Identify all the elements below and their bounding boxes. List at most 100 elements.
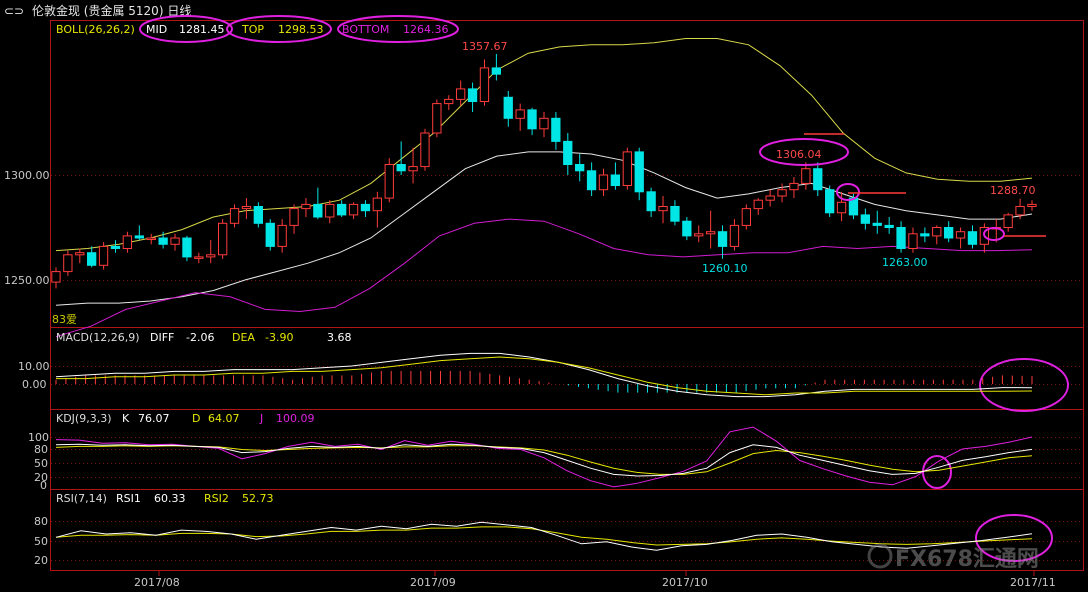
- boll-mid-label: MID: [146, 23, 167, 36]
- candle-body: [944, 227, 954, 239]
- annotation-low-1260: 1260.10: [702, 262, 748, 275]
- candle-body: [753, 199, 763, 210]
- candle-body: [360, 203, 371, 212]
- candle-body: [325, 203, 335, 218]
- candle-body: [229, 208, 240, 224]
- candle-body: [789, 182, 799, 191]
- macd-diff-label: DIFF: [150, 331, 174, 344]
- candle-body: [717, 231, 728, 247]
- candle-body: [610, 174, 621, 186]
- grid-lines: [51, 175, 1083, 561]
- boll-label: BOLL(26,26,2): [56, 23, 135, 36]
- price-tick-1250: 1250.00: [4, 274, 50, 287]
- macd-dea-value: -3.90: [265, 331, 293, 344]
- candle-body: [670, 206, 680, 222]
- boll-top-value: 1298.53: [278, 23, 324, 36]
- price-annotations: 1357.67 1306.04 1288.70 1260.10 1263.00: [462, 40, 1036, 275]
- rsi1-label: RSI1: [116, 492, 141, 505]
- x-label-aug: 2017/08: [134, 576, 180, 589]
- candle-body: [456, 88, 466, 100]
- candle-body: [432, 103, 442, 134]
- candle-body: [825, 189, 835, 214]
- candle-body: [884, 224, 894, 228]
- candle-body: [194, 256, 204, 259]
- nav-arrows-icon[interactable]: ⊂⊃: [4, 4, 25, 18]
- rsi2-line: [55, 526, 1033, 546]
- candle-body: [75, 252, 85, 256]
- candle-body: [682, 220, 692, 237]
- kdj-label: KDJ(9,3,3): [56, 412, 112, 425]
- candle-body: [646, 191, 656, 212]
- instrument-name: 伦敦金现: [31, 4, 80, 18]
- macd-hist-value: 3.68: [327, 331, 352, 344]
- candle-body: [694, 233, 704, 237]
- candle-body: [170, 237, 180, 245]
- candle-body: [967, 231, 978, 245]
- candles: [51, 53, 1037, 289]
- candle-body: [206, 254, 216, 258]
- candle-body: [444, 98, 454, 105]
- macd-legend: MACD(12,26,9) DIFF -2.06 DEA -3.90 3.68: [56, 331, 352, 344]
- macd-dea-line: [56, 356, 1033, 396]
- kdj-k-line: [55, 443, 1033, 477]
- kdj-j-value: 100.09: [276, 412, 315, 425]
- rsi-label: RSI(7,14): [56, 492, 107, 505]
- candle-body: [63, 254, 73, 273]
- candle-body: [241, 206, 252, 210]
- candle-body: [729, 224, 740, 247]
- annotation-1288: 1288.70: [990, 184, 1036, 197]
- candle-body: [527, 109, 537, 130]
- rsi-tick-80: 80: [34, 515, 48, 528]
- x-label-oct: 2017/10: [662, 576, 708, 589]
- kdj-j-line: [55, 426, 1033, 488]
- macd-tick-0: 0.00: [22, 378, 47, 391]
- macd-diff-line: [55, 352, 1033, 398]
- candle-body: [301, 203, 311, 210]
- kdj-tick-0: 0: [40, 479, 47, 492]
- kdj-tick-20: 20: [34, 471, 48, 484]
- candle-body: [634, 151, 644, 193]
- boll-mid-value: 1281.45: [179, 23, 225, 36]
- macd-dea-label: DEA: [232, 331, 255, 344]
- kdj-k-label: K: [122, 412, 130, 425]
- kdj-tick-80: 80: [34, 443, 48, 456]
- annotation-low-1263: 1263.00: [882, 256, 928, 269]
- instrument-group: (贵金属 5120): [83, 4, 164, 18]
- candle-body: [467, 88, 478, 103]
- boll-upper-line: [55, 38, 1033, 252]
- candle-body: [575, 164, 585, 172]
- candle-body: [813, 168, 823, 191]
- candle-body: [706, 231, 716, 235]
- boll-mid-line: [55, 151, 1033, 306]
- candle-body: [872, 222, 882, 226]
- candle-body: [396, 164, 406, 172]
- price-y-axis: 1300.00 1250.00 83爱: [4, 169, 77, 326]
- candle-body: [158, 237, 168, 245]
- candle-body: [265, 222, 275, 247]
- candle-body: [122, 235, 132, 249]
- candle-body: [1027, 203, 1037, 207]
- candle-body: [741, 208, 752, 226]
- candle-body: [98, 245, 109, 266]
- candle-body: [563, 140, 573, 165]
- macd-label: MACD(12,26,9): [56, 331, 140, 344]
- candle-body: [337, 203, 347, 216]
- macd-tick-10: 10.00: [18, 360, 50, 373]
- kdj-series: [55, 426, 1033, 488]
- candle-body: [777, 189, 787, 197]
- candle-body: [277, 224, 287, 247]
- candle-body: [598, 174, 609, 191]
- candle-body: [658, 206, 668, 212]
- candle-body: [503, 96, 513, 119]
- rsi2-value: 52.73: [242, 492, 274, 505]
- candle-body: [539, 117, 549, 130]
- macd-diff-value: -2.06: [186, 331, 214, 344]
- kdj-tick-100: 100: [28, 431, 49, 444]
- boll-legend: BOLL(26,26,2) MID 1281.45 TOP 1298.53 BO…: [56, 23, 449, 36]
- candle-body: [348, 203, 359, 216]
- annotation-high: 1357.67: [462, 40, 508, 53]
- chart-header: ⊂⊃ 伦敦金现 (贵金属 5120) 日线: [4, 2, 191, 19]
- kdj-k-value: 76.07: [138, 412, 170, 425]
- kdj-j-label: J: [259, 412, 263, 425]
